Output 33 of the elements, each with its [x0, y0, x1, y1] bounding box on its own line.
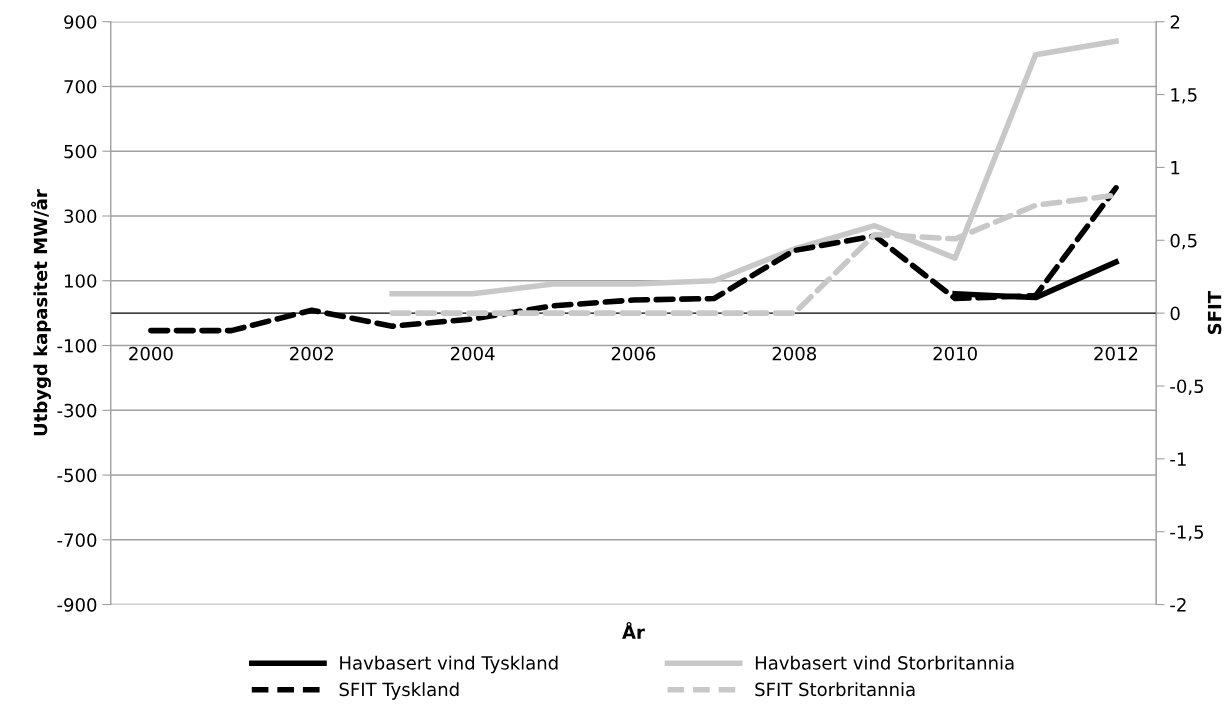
y2-tick-label: -2	[1170, 598, 1186, 612]
y-tick-label: 100	[65, 274, 97, 288]
y2-tick-label: -1,5	[1170, 525, 1204, 541]
y2-tick-label: 0,5	[1170, 233, 1197, 250]
x-tick-label: 2010	[933, 346, 977, 361]
y-axis-title: Utbygd kapasitet MW/år	[31, 189, 51, 436]
y2-tick-label: 1,5	[1171, 88, 1197, 104]
y-tick-label: -500	[57, 468, 97, 483]
y-tick-label: -900	[57, 598, 97, 612]
x-axis-title: År	[622, 621, 645, 639]
y-tick-label: -100	[57, 338, 97, 353]
y-tick-label: -300	[57, 403, 97, 418]
y2-tick-label: 0	[1170, 306, 1180, 321]
x-tick-label: 2012	[1094, 346, 1138, 361]
y2-tick-label: -0,5	[1170, 379, 1204, 395]
legend-label: SFIT Storbritannia	[755, 682, 915, 697]
x-tick-label: 2002	[290, 346, 333, 361]
x-tick-label: 2006	[611, 346, 656, 361]
x-tick-label: 2008	[772, 346, 817, 361]
y-tick-label: 700	[64, 79, 97, 94]
y-tick-label: 500	[64, 144, 97, 159]
y-tick-label: -700	[57, 533, 97, 547]
x-tick-label: 2004	[450, 346, 495, 361]
legend-label: Havbasert vind Storbritannia	[755, 655, 1014, 670]
y2-tick-label: 1	[1171, 161, 1180, 175]
y-tick-label: 900	[64, 15, 97, 29]
legend-label: Havbasert vind Tyskland	[340, 655, 558, 674]
y2-tick-label: 2	[1170, 15, 1180, 29]
legend-label: SFIT Tyskland	[339, 682, 459, 700]
y2-tick-label: -1	[1170, 452, 1186, 466]
y2-axis-title: SFIT	[1207, 291, 1222, 335]
y-tick-label: 300	[64, 209, 97, 224]
x-tick-label: 2000	[129, 346, 173, 361]
